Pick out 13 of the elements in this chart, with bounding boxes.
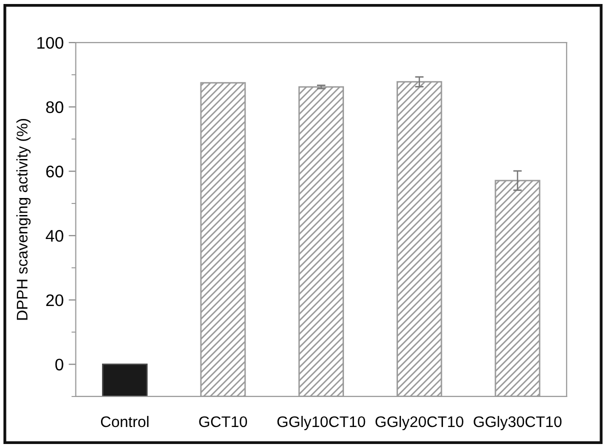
y-tick-label: 20: [46, 294, 64, 306]
y-tick-label: 100: [37, 36, 64, 49]
y-tick-label: 0: [55, 358, 64, 371]
bar: [102, 364, 148, 396]
y-tick-label: 60: [46, 166, 64, 178]
x-tick-label: GCT10: [199, 416, 248, 428]
y-axis-title: DPPH scavenging activity (%): [16, 119, 31, 320]
x-tick-label: GGly10CT10: [277, 416, 366, 430]
x-tick-label: Control: [100, 416, 148, 428]
x-tick-label: GGly30CT10: [474, 416, 562, 430]
y-tick-label: 80: [46, 101, 64, 114]
x-tick-label: GGly20CT10: [376, 416, 464, 430]
y-tick-label: 40: [46, 230, 64, 242]
